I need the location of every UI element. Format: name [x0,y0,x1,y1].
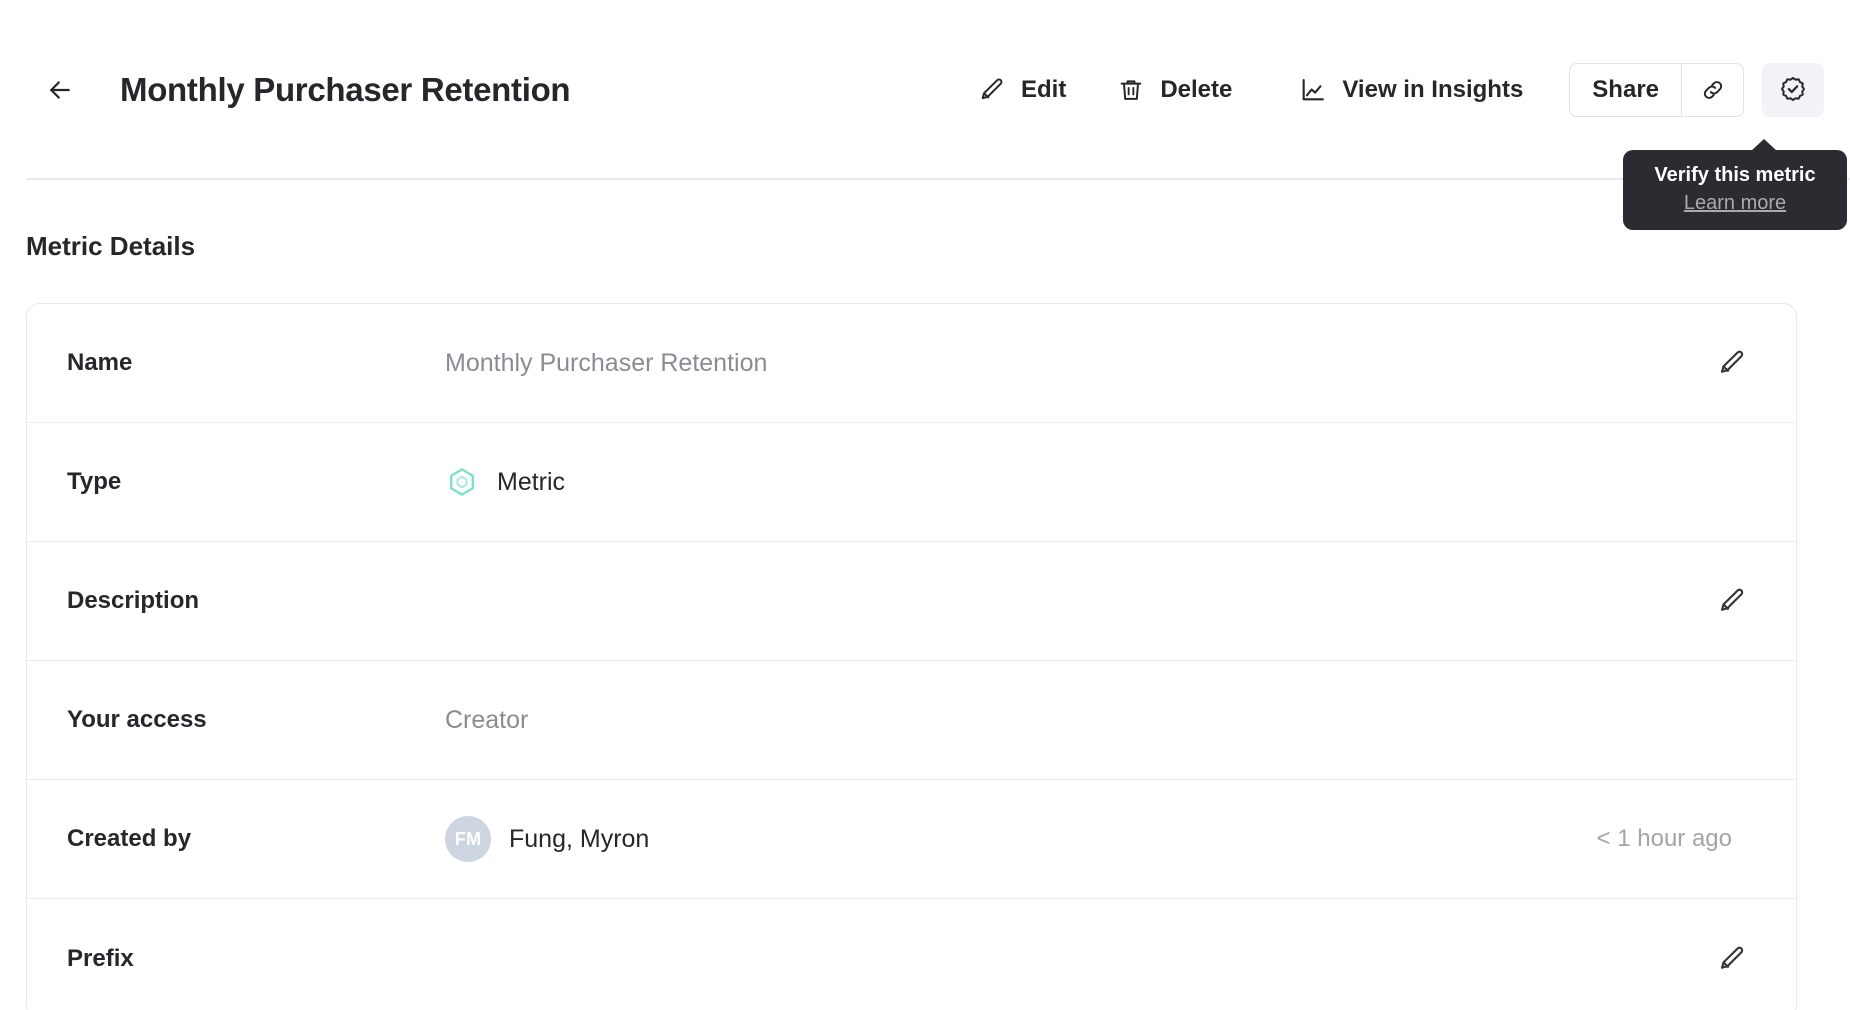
pencil-icon [1720,350,1744,373]
detail-row-name: Name Monthly Purchaser Retention [27,304,1796,423]
row-value: Metric [497,467,566,496]
delete-label: Delete [1160,75,1233,103]
created-timestamp: < 1 hour ago [1596,825,1732,852]
detail-row-type: Type Metric [27,423,1796,542]
row-label: Your access [67,706,207,733]
section-title: Metric Details [26,231,196,261]
page-header: Monthly Purchaser Retention Edit [0,0,1850,179]
edit-label: Edit [1020,75,1067,103]
share-button-group: Share [1569,62,1744,117]
detail-row-description: Description [27,542,1796,661]
tooltip-title: Verify this metric [1654,164,1816,186]
edit-name-button[interactable] [1708,339,1756,387]
avatar: FM [445,816,491,862]
trash-icon [1116,75,1146,105]
header-divider [26,178,1850,180]
verified-badge-icon [1781,76,1805,101]
link-icon [1703,80,1722,99]
verify-metric-tooltip: Verify this metric Learn more [1623,139,1847,230]
row-label: Created by [67,825,192,852]
pencil-icon [1720,946,1744,969]
header-toolbar: Edit Delete [959,62,1824,117]
detail-row-created-by: Created by FM Fung, Myron < 1 hour ago [27,780,1796,899]
verify-metric-button[interactable] [1762,62,1824,117]
row-value: Fung, Myron [509,824,650,853]
share-button[interactable]: Share [1569,62,1682,117]
row-label: Description [67,587,200,614]
edit-button[interactable]: Edit [959,65,1084,115]
row-label: Prefix [67,944,134,972]
tooltip-learn-more-link[interactable]: Learn more [1683,192,1787,214]
view-in-insights-label: View in Insights [1342,75,1524,103]
detail-row-your-access: Your access Creator [27,661,1796,780]
edit-prefix-button[interactable] [1708,935,1756,983]
page-title: Monthly Purchaser Retention [120,70,571,108]
tooltip-arrow [1751,139,1777,151]
row-label: Name [67,349,133,376]
row-label: Type [67,468,122,495]
pencil-icon [977,75,1007,105]
row-value: Monthly Purchaser Retention [445,348,768,377]
hexagon-metric-icon [445,465,479,499]
pencil-icon [1720,588,1744,611]
delete-button[interactable]: Delete [1098,65,1250,115]
back-button[interactable] [34,64,86,116]
edit-description-button[interactable] [1708,577,1756,625]
view-in-insights-button[interactable]: View in Insights [1280,65,1541,115]
row-value-wrap: Metric [445,465,1756,499]
row-value-wrap: FM Fung, Myron [445,816,1597,862]
detail-row-prefix: Prefix [27,899,1796,1010]
line-chart-icon [1298,75,1328,105]
arrow-left-icon [50,80,70,99]
copy-link-button[interactable] [1682,62,1744,117]
metric-details-card: Name Monthly Purchaser Retention Type [26,303,1797,1010]
row-value: Creator [445,705,529,734]
